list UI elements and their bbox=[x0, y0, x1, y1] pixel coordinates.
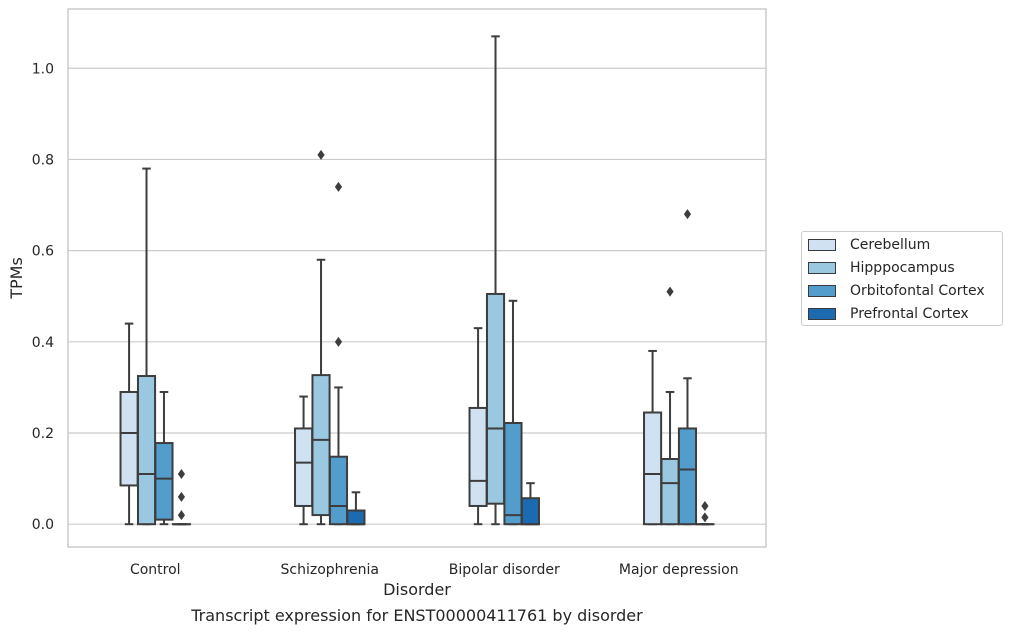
legend-label-hippocampus: Hipppocampus bbox=[850, 260, 955, 276]
box-cerebellum-schizophrenia bbox=[294, 395, 314, 526]
outlier-point bbox=[334, 336, 343, 347]
x-axis-label: Disorder bbox=[383, 580, 451, 599]
y-tick-label: 0.0 bbox=[32, 517, 54, 533]
x-tick-label-control: Control bbox=[130, 562, 181, 578]
outlier-point bbox=[683, 209, 692, 220]
box-body bbox=[677, 427, 698, 526]
box-body bbox=[468, 406, 488, 507]
box-body bbox=[119, 390, 139, 487]
x-tick-label-major-depression: Major depression bbox=[619, 562, 739, 578]
outlier-point bbox=[317, 149, 325, 160]
y-tick-label: 0.2 bbox=[32, 426, 54, 442]
box-hipppocampus-bipolar-disorder bbox=[485, 35, 506, 526]
box-body bbox=[520, 497, 540, 526]
box-cerebellum-major-depression bbox=[643, 349, 663, 526]
legend-label-cerebellum: Cerebellum bbox=[850, 237, 931, 253]
box-prefrontal-cortex-major-depression bbox=[695, 500, 715, 526]
box-hipppocampus-control bbox=[136, 167, 157, 526]
legend-item-prefrontal-cortex: Prefrontal Cortex bbox=[808, 305, 969, 323]
legend-swatch-orbitofrontal-cortex bbox=[808, 285, 836, 297]
box-prefrontal-cortex-schizophrenia bbox=[346, 491, 366, 526]
box-cerebellum-bipolar-disorder bbox=[468, 327, 488, 526]
legend-item-hippocampus: Hipppocampus bbox=[808, 259, 955, 277]
box-orbitofontal-cortex-bipolar-disorder bbox=[503, 299, 523, 526]
outlier-point bbox=[177, 491, 186, 502]
legend-item-orbitofrontal-cortex: Orbitofontal Cortex bbox=[808, 282, 985, 300]
box-body bbox=[643, 411, 663, 526]
legend: Cerebellum Hipppocampus Orbitofontal Cor… bbox=[801, 231, 1003, 326]
outlier-point bbox=[177, 469, 186, 480]
box-body bbox=[311, 374, 331, 517]
y-axis-label: TPMs bbox=[7, 257, 26, 300]
outlier-point bbox=[666, 286, 674, 297]
box-cerebellum-control bbox=[119, 322, 139, 526]
x-tick-label-schizophrenia: Schizophrenia bbox=[281, 562, 379, 578]
box-prefrontal-cortex-bipolar-disorder bbox=[520, 482, 540, 526]
y-tick-label: 0.8 bbox=[32, 152, 54, 168]
legend-label-prefrontal-cortex: Prefrontal Cortex bbox=[850, 306, 969, 322]
x-tick-label-bipolar-disorder: Bipolar disorder bbox=[449, 562, 560, 578]
box-hipppocampus-major-depression bbox=[660, 286, 680, 526]
tick-labels: 0.0 0.2 0.4 0.6 0.8 1.0 Control Schizophrenia Bi… bbox=[32, 61, 739, 578]
box-prefrontal-cortex-control bbox=[171, 469, 191, 526]
outlier-point bbox=[701, 512, 709, 523]
boxes bbox=[119, 35, 715, 526]
box-body bbox=[346, 509, 366, 526]
box-hipppocampus-schizophrenia bbox=[311, 149, 331, 526]
outlier-point bbox=[334, 181, 343, 192]
box-orbitofontal-cortex-major-depression bbox=[677, 209, 698, 526]
box-body bbox=[503, 421, 523, 526]
legend-swatch-hippocampus bbox=[808, 262, 836, 274]
box-body bbox=[660, 458, 680, 526]
legend-swatch-prefrontal-cortex bbox=[808, 308, 836, 320]
box-body bbox=[154, 442, 174, 521]
box-body bbox=[294, 427, 314, 507]
box-body bbox=[136, 375, 157, 526]
y-tick-label: 1.0 bbox=[32, 61, 54, 77]
outlier-point bbox=[701, 500, 709, 511]
y-tick-label: 0.4 bbox=[32, 335, 54, 351]
plot-frame bbox=[67, 8, 767, 548]
figure-caption: Transcript expression for ENST0000041176… bbox=[191, 606, 643, 625]
legend-swatch-cerebellum bbox=[808, 239, 836, 251]
y-tick-label: 0.6 bbox=[32, 244, 54, 260]
box-body bbox=[328, 455, 349, 526]
box-orbitofontal-cortex-control bbox=[154, 390, 174, 526]
box-body bbox=[485, 292, 506, 505]
box-orbitofontal-cortex-schizophrenia bbox=[328, 181, 349, 526]
legend-item-cerebellum: Cerebellum bbox=[808, 236, 930, 254]
legend-label-orbitofrontal-cortex: Orbitofontal Cortex bbox=[850, 283, 985, 299]
outlier-point bbox=[177, 510, 186, 521]
